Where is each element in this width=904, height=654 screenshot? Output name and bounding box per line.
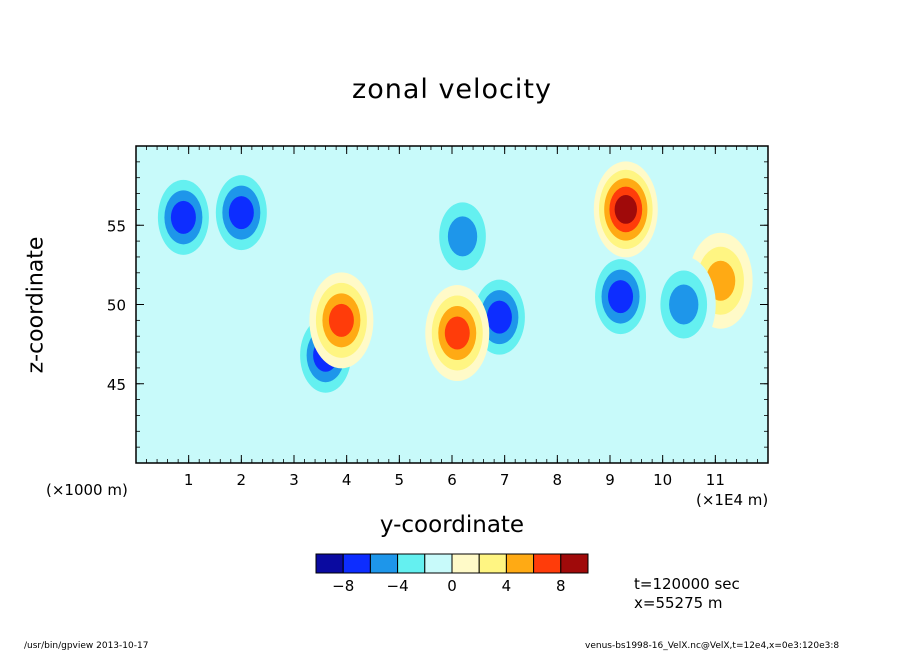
field-feature — [151, 169, 216, 266]
x-tick-label: 9 — [605, 471, 615, 489]
field-feature — [651, 256, 716, 353]
x-axis-multiplier-label: (×1000 m) — [46, 481, 128, 499]
heatmap-field — [136, 146, 768, 463]
x-tick-label: 6 — [447, 471, 457, 489]
colorbar-swatch — [315, 553, 344, 574]
colorbar-swatch — [505, 553, 535, 574]
y-axis-label: z-coordinate — [23, 236, 49, 374]
field-feature — [425, 285, 490, 382]
field-feature — [209, 164, 274, 261]
x-tick-label: 7 — [500, 471, 510, 489]
field-feature — [588, 248, 653, 345]
position-annotation: x=55275 m — [634, 594, 723, 612]
field-feature — [593, 161, 658, 258]
colorbar-swatch — [397, 553, 426, 574]
colorbar-swatch — [560, 553, 589, 574]
time-annotation: t=120000 sec — [634, 575, 740, 593]
x-tick-label: 11 — [706, 471, 725, 489]
colorbar-swatch — [533, 553, 562, 574]
field-feature — [309, 272, 374, 369]
x-tick-label: 8 — [553, 471, 563, 489]
colorbar-swatch — [451, 553, 480, 574]
colorbar-tick-label: 0 — [447, 577, 457, 595]
y-tick-label: 45 — [107, 376, 126, 394]
x-axis-label: y-coordinate — [379, 512, 525, 538]
colorbar-swatch — [369, 553, 399, 574]
chart-title: zonal velocity — [352, 74, 552, 105]
colorbar-tick-label: −8 — [332, 577, 354, 595]
colorbar-swatch — [342, 553, 371, 574]
field-feature — [430, 188, 495, 285]
colorbar-tick-label: 8 — [556, 577, 566, 595]
x-axis-unit-label: (×1E4 m) — [696, 491, 769, 509]
x-tick-label: 1 — [184, 471, 194, 489]
y-tick-label: 50 — [107, 297, 126, 315]
colorbar-tick-label: −4 — [387, 577, 409, 595]
y-tick-label: 55 — [107, 217, 126, 235]
colorbar-swatch — [478, 553, 507, 574]
footer-left: /usr/bin/gpview 2013-10-17 — [24, 641, 149, 651]
colorbar: −8 −4 0 4 8 — [315, 553, 589, 595]
x-tick-label: 3 — [289, 471, 299, 489]
footer-right: venus-bs1998-16_VelX.nc@VelX,t=12e4,x=0e… — [585, 641, 840, 651]
colorbar-swatch — [424, 553, 453, 574]
colorbar-tick-label: 4 — [502, 577, 512, 595]
x-tick-label: 5 — [395, 471, 405, 489]
x-tick-label: 10 — [653, 471, 672, 489]
x-tick-label: 2 — [237, 471, 247, 489]
x-tick-label: 4 — [342, 471, 352, 489]
